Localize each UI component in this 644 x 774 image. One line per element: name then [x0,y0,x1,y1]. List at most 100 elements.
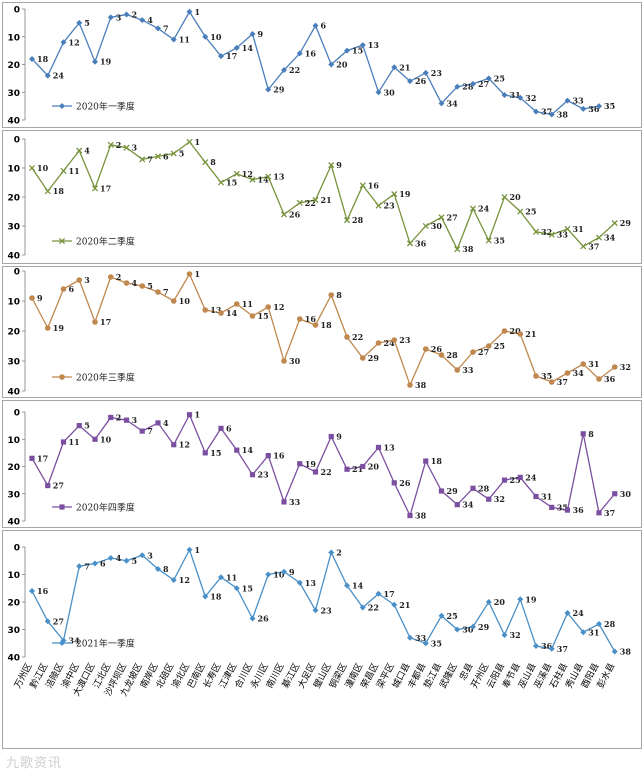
data-point [186,271,193,277]
data-point [391,337,398,343]
data-label: 32 [494,494,505,504]
data-point [344,582,350,589]
data-label: 36 [588,104,600,114]
data-point [234,447,240,453]
data-label: 21 [525,329,536,339]
data-point [91,185,99,192]
data-label: 34 [447,98,459,108]
data-label: 38 [415,380,427,390]
data-label: 12 [242,169,253,179]
data-label: 31 [588,627,599,637]
data-point [170,36,177,43]
data-point [139,17,146,24]
data-point [217,179,225,186]
data-point [107,274,114,280]
data-point [454,502,460,508]
data-label: 36 [573,505,585,515]
data-point [281,499,287,505]
data-label: 19 [100,57,112,67]
data-label: 22 [289,65,300,75]
data-label: 16 [273,451,285,461]
panel-frame [2,130,642,264]
data-point [76,19,83,26]
y-tick-label: 30 [7,490,20,500]
data-point [344,334,350,340]
data-label: 17 [100,183,111,193]
data-point [76,147,83,154]
data-label: 3 [132,415,138,425]
data-label: 34 [69,636,81,646]
legend-label: 2020年一季度 [76,101,135,113]
data-point [312,22,319,29]
legend-label: 2020年二季度 [76,236,135,248]
data-label: 27 [53,481,64,491]
data-point [485,237,492,244]
data-point [611,648,618,655]
data-point [44,188,51,195]
y-tick-label: 0 [14,409,20,419]
data-label: 36 [604,374,616,384]
data-label: 25 [447,611,458,621]
data-point [407,382,413,388]
data-label: 20 [368,462,380,472]
data-point [564,225,571,232]
series-line [31,413,616,518]
data-point [249,313,256,319]
data-label: 3 [84,275,90,285]
data-point [233,44,240,51]
data-point [391,191,398,198]
data-point [580,431,586,437]
data-point [438,612,445,619]
data-point [312,322,319,328]
data-point [28,164,36,172]
data-point [470,485,476,491]
data-label: 33 [557,230,569,240]
data-label: 10 [100,434,112,444]
data-point [139,552,146,559]
data-label: 1 [195,7,201,17]
data-point [44,325,51,331]
data-point [406,240,414,247]
data-label: 14 [242,43,254,53]
data-label: 37 [588,241,599,251]
data-point [186,546,193,553]
data-label: 18 [37,54,49,64]
data-label: 2 [116,272,122,282]
panel-frame [2,530,642,749]
data-point [564,610,571,616]
data-label: 25 [510,475,521,485]
data-point [108,414,114,421]
data-point [501,193,508,201]
data-label: 38 [620,647,632,657]
data-point [60,167,67,174]
legend-marker [59,504,65,510]
data-point [596,510,602,516]
data-point [76,563,83,570]
data-label: 19 [305,459,317,469]
data-label: 31 [510,90,521,100]
data-point [438,488,445,494]
data-label: 22 [368,603,379,613]
data-point [359,355,366,361]
data-label: 1 [195,410,201,420]
data-point [344,466,350,472]
data-label: 24 [53,71,65,81]
data-label: 1 [195,269,201,279]
data-point [155,25,161,32]
data-label: 9 [37,293,43,303]
data-label: 35 [604,101,615,111]
y-tick-label: 10 [7,436,20,446]
data-label: 33 [573,96,585,106]
data-point [312,607,319,614]
data-point [532,228,540,235]
data-point [422,222,429,230]
data-label: 22 [321,467,332,477]
data-label: 9 [336,432,342,442]
data-point [296,199,303,206]
data-label: 23 [399,335,411,345]
data-label: 7 [163,287,169,297]
data-point [218,425,224,431]
data-label: 13 [305,578,317,588]
data-label: 4 [163,418,169,428]
